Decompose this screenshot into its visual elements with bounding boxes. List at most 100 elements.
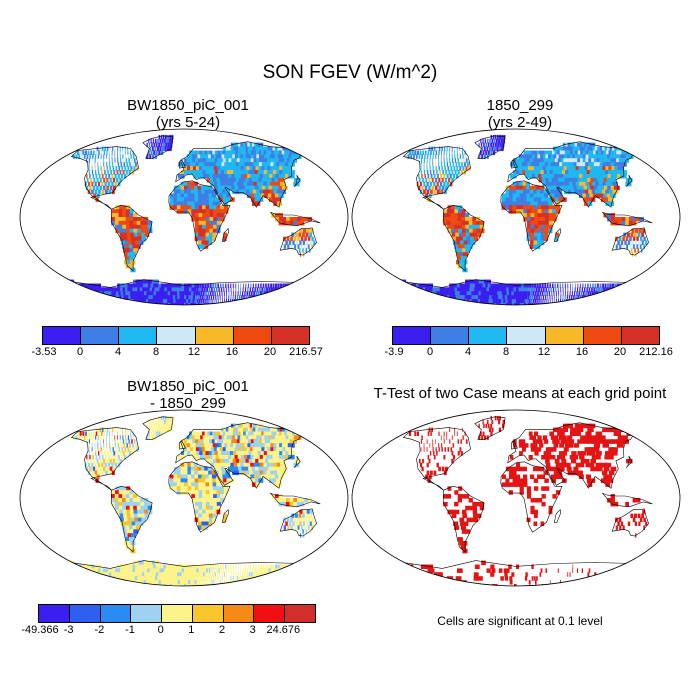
grid-cell [541,220,546,226]
grid-cell [268,568,271,573]
grid-cell [175,576,179,581]
grid-cell [526,517,531,523]
grid-cell [554,299,555,304]
map-panel-4 [351,409,681,587]
grid-cell [206,158,211,163]
grid-cell [465,217,470,222]
grid-cell [432,158,434,163]
grid-cell [192,154,196,159]
grid-cell [278,466,285,472]
grid-cell [503,299,507,304]
grid-cell [465,248,471,253]
grid-cell [234,295,236,300]
grid-cell [548,166,554,171]
grid-cell [293,154,302,159]
grid-cell [419,291,428,296]
grid-cell [176,283,180,288]
grid-cell [536,244,541,249]
grid-cell [608,470,615,476]
grid-cell [588,142,596,148]
grid-cell [452,303,459,305]
grid-cell [146,154,149,159]
grid-cell [163,283,168,288]
grid-cell [102,584,110,586]
grid-cell [270,470,276,476]
grid-cell [595,462,602,468]
grid-cell [191,478,196,483]
grid-cell [179,568,183,573]
grid-cell [125,217,130,222]
grid-cell [549,150,555,155]
grid-cell [128,240,133,245]
grid-cell [309,521,312,526]
grid-cell [521,439,526,444]
grid-cell [558,154,564,159]
grid-cell [150,576,155,581]
grid-cell [122,244,128,249]
grid-cell [103,154,105,159]
grid-cell [498,419,501,425]
grid-cell [115,509,121,515]
grid-cell [247,455,253,460]
grid-cell [228,295,230,300]
grid-cell [257,474,263,479]
grid-cell [220,170,226,175]
grid-cell [260,181,266,187]
grid-cell [465,439,468,444]
grid-cell [204,162,209,167]
grid-cell [90,458,92,464]
grid-cell [214,572,216,577]
grid-cell [472,509,478,515]
grid-cell [129,220,134,226]
grid-cell [123,248,129,253]
grid-cell [536,295,538,300]
grid-cell [198,486,203,491]
grid-cell [166,295,170,300]
grid-cell [282,501,287,507]
grid-cell [286,236,290,242]
grid-cell [153,564,158,569]
grid-cell [140,509,146,515]
grid-cell [275,576,279,581]
grid-cell [140,217,145,222]
grid-cell [219,295,221,300]
grid-cell [533,447,539,452]
grid-cell [142,584,147,586]
grid-cell [216,501,221,507]
grid-cell [160,564,165,569]
grid-cell [539,185,545,191]
grid-cell [560,174,566,179]
grid-cell [264,580,268,585]
grid-cell [93,150,95,155]
grid-cell [554,177,560,183]
grid-cell [194,217,200,222]
grid-cell [97,158,99,163]
grid-cell [253,291,255,296]
grid-cell [491,419,494,425]
grid-cell [242,584,245,586]
grid-cell [421,185,424,191]
grid-cell [157,146,159,152]
grid-cell [544,478,549,483]
grid-cell [430,189,433,195]
grid-cell [111,154,113,159]
grid-cell [582,162,589,167]
grid-cell [198,443,203,448]
grid-cell [449,154,450,159]
grid-cell [243,564,244,569]
grid-cell [575,462,581,468]
grid-cell [114,443,117,448]
grid-cell [441,166,443,171]
grid-cell [203,439,208,444]
grid-cell [500,303,504,305]
grid-cell [194,224,199,230]
grid-cell [169,197,174,202]
grid-cell [481,435,484,440]
grid-cell [516,474,521,479]
grid-cell [537,220,542,226]
grid-cell [149,146,152,152]
grid-cell [239,458,245,464]
grid-cell [236,303,239,305]
grid-cell [487,138,489,144]
grid-cell [619,287,623,292]
